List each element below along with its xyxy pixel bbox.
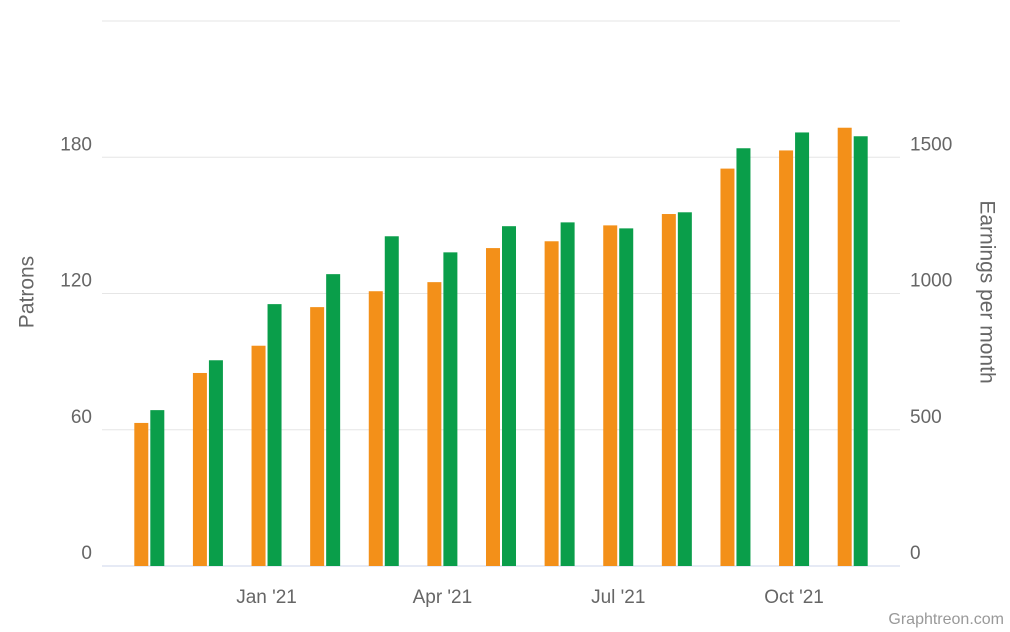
bar [853, 136, 868, 566]
bar [837, 127, 852, 567]
y2-axis-title: Earnings per month [975, 200, 998, 383]
bar [150, 410, 165, 566]
bar [736, 148, 751, 566]
bar [384, 236, 399, 566]
bar [677, 212, 692, 567]
y-tick-label: 180 [60, 134, 92, 155]
bar [661, 214, 676, 567]
bar [619, 228, 634, 566]
bar [560, 222, 575, 566]
bar [310, 307, 325, 566]
bar [134, 422, 149, 566]
bar [502, 226, 516, 566]
bar [544, 241, 559, 567]
bar [427, 282, 442, 566]
bar [779, 150, 794, 566]
y-axis-title: Patrons [16, 256, 39, 328]
bar [192, 372, 207, 566]
x-tick-label: Jan '21 [236, 587, 297, 608]
bar [368, 291, 383, 566]
y-tick-label: 60 [71, 407, 92, 428]
y2-tick-label: 1500 [910, 134, 952, 155]
bar [443, 252, 458, 567]
bar [720, 168, 735, 566]
x-tick-label: Oct '21 [764, 587, 824, 608]
bar [208, 360, 223, 566]
bar [486, 248, 500, 567]
y-tick-label: 120 [60, 271, 92, 292]
y2-tick-label: 500 [910, 407, 942, 428]
bar [251, 345, 266, 566]
x-tick-label: Jul '21 [591, 587, 645, 608]
y2-tick-label: 0 [910, 543, 921, 564]
bar [795, 132, 810, 566]
source: Graphtreon.com [888, 611, 1004, 628]
y2-tick-label: 1000 [910, 271, 952, 292]
bar [603, 225, 618, 566]
bar [326, 274, 341, 566]
bar [267, 304, 282, 566]
x-tick-label: Apr '21 [413, 587, 473, 608]
y-tick-label: 0 [81, 543, 92, 564]
